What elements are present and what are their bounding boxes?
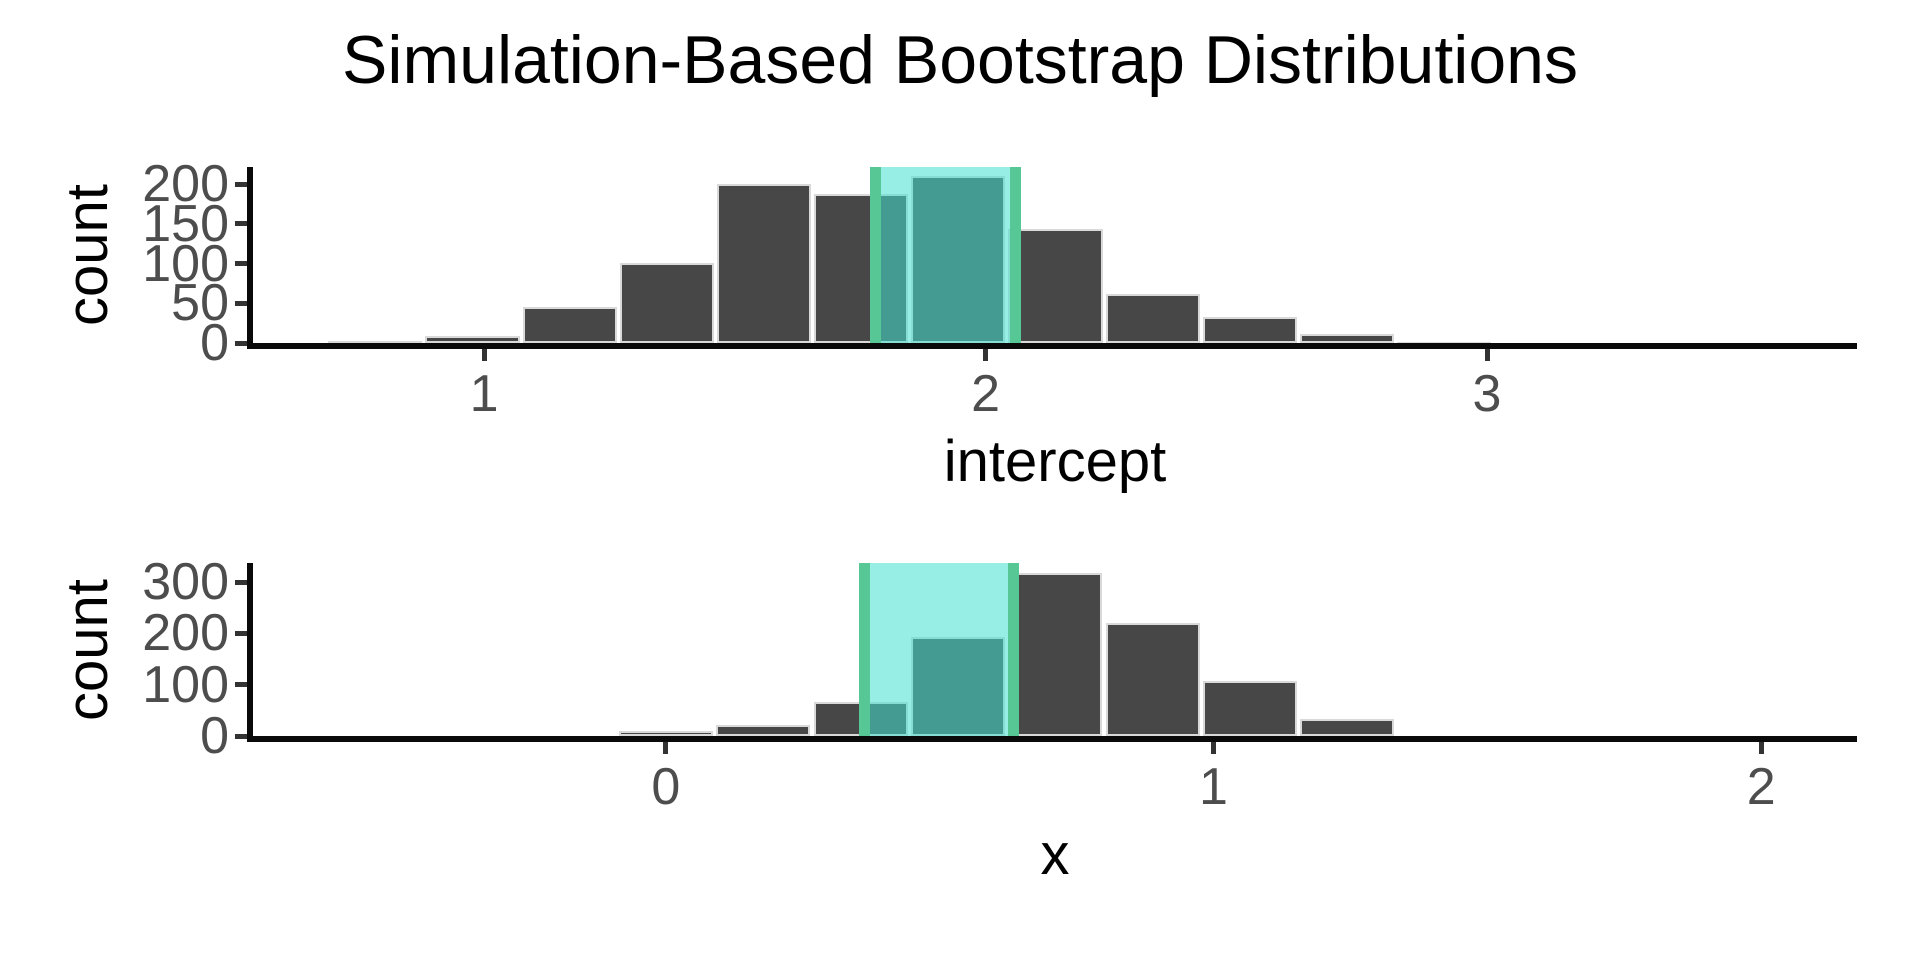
y-tick-label: 100 [142, 234, 229, 293]
x-tick-label: 2 [971, 365, 1001, 423]
histogram-bar [522, 307, 617, 343]
y-tick-label: 0 [200, 707, 229, 765]
ci-endpoint-lower [858, 563, 870, 736]
x-tick-label: 1 [1199, 758, 1228, 816]
y-tick-label: 0 [200, 314, 229, 372]
y-axis-title: count [55, 184, 120, 326]
y-tick-mark [235, 630, 247, 636]
histogram-bar [1300, 719, 1395, 736]
ci-endpoint-upper [1010, 167, 1022, 343]
histogram-bar [425, 335, 520, 343]
y-tick-mark [235, 682, 247, 688]
histogram-bar [1299, 333, 1395, 343]
x-axis-title: intercept [943, 429, 1167, 494]
y-tick-mark [235, 181, 247, 187]
y-tick-mark [235, 579, 247, 585]
histogram-bar [716, 724, 811, 736]
x-tick-mark [481, 349, 487, 361]
histogram-bar [1105, 623, 1200, 736]
x-axis-line [247, 736, 1857, 742]
y-axis-title: count [55, 578, 120, 721]
y-tick-label: 50 [171, 274, 229, 333]
y-axis-line [247, 563, 253, 742]
x-axis-line [247, 343, 1857, 349]
histogram-bar [1008, 573, 1103, 736]
y-tick-mark [235, 340, 247, 346]
x-axis-title: x [1040, 822, 1070, 887]
x-tick-label: 0 [651, 758, 681, 816]
chart-title: Simulation-Based Bootstrap Distributions [342, 22, 1578, 98]
y-tick-label: 300 [142, 553, 229, 611]
y-tick-label: 150 [142, 194, 229, 253]
ci-endpoint-lower [869, 167, 881, 343]
x-tick-label: 2 [1746, 758, 1776, 816]
ci-shaded-region [858, 563, 1020, 736]
ci-endpoint-upper [1008, 563, 1020, 736]
histogram-bar [1105, 293, 1200, 343]
y-tick-mark [235, 261, 247, 266]
y-tick-label: 200 [142, 155, 229, 214]
x-tick-mark [1484, 349, 1490, 361]
histogram-bar [1008, 228, 1103, 343]
histogram-bar [1202, 680, 1298, 736]
x-tick-mark [983, 349, 989, 361]
histogram-bar [619, 262, 714, 343]
y-tick-mark [235, 733, 247, 739]
y-axis-line [247, 167, 253, 349]
y-tick-label: 100 [142, 655, 229, 714]
y-tick-mark [235, 221, 247, 227]
x-tick-label: 1 [469, 365, 499, 423]
y-tick-label: 200 [142, 604, 229, 663]
histogram-bar [1202, 316, 1297, 343]
histogram-bar [716, 184, 812, 343]
x-tick-mark [1758, 742, 1764, 754]
ci-shaded-region [869, 167, 1022, 343]
x-tick-mark [663, 742, 669, 754]
x-tick-mark [1211, 742, 1216, 754]
y-tick-mark [235, 300, 247, 306]
x-tick-label: 3 [1472, 365, 1502, 423]
histogram-bar [618, 730, 714, 736]
